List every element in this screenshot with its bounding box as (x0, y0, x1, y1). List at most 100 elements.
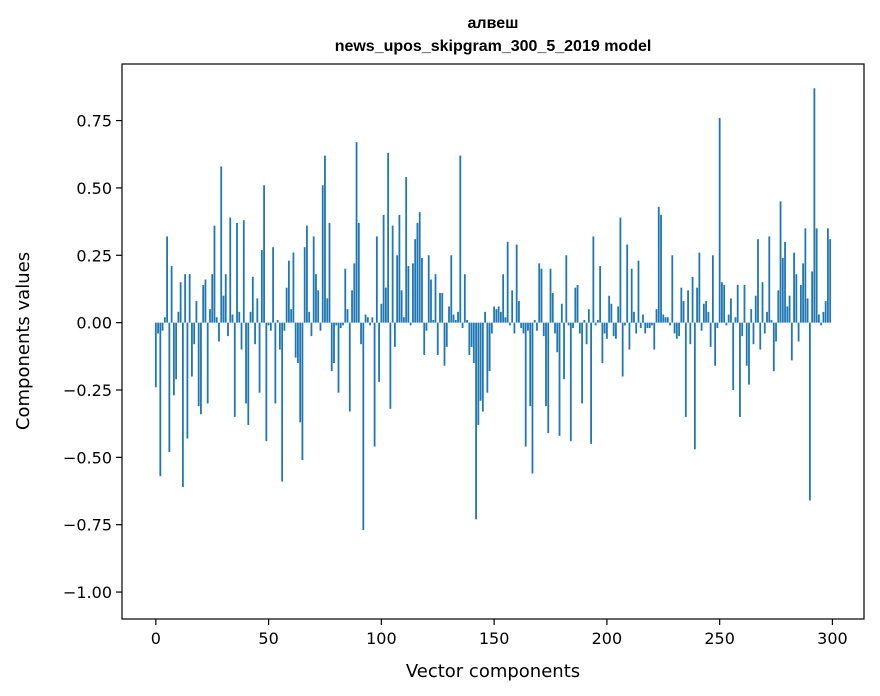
bar-253 (725, 322, 728, 326)
bar-294 (817, 314, 820, 323)
bar-170 (538, 263, 541, 323)
bar-240 (696, 287, 698, 323)
bar-272 (768, 236, 771, 323)
bar-235 (684, 322, 687, 417)
bar-234 (682, 301, 685, 323)
bar-206 (619, 217, 622, 323)
y-tick-label-5: 0.25 (76, 246, 112, 265)
bar-75 (324, 155, 326, 323)
bar-45 (256, 298, 259, 323)
bar-198 (601, 322, 604, 364)
x-axis-label: Vector components (406, 661, 580, 682)
bar-229 (671, 255, 674, 323)
bar-184 (569, 322, 572, 442)
bar-299 (829, 239, 832, 323)
bar-114 (412, 263, 414, 323)
bar-54 (276, 319, 279, 323)
bar-191 (585, 322, 588, 345)
bar-209 (626, 244, 629, 323)
bar-12 (181, 322, 184, 487)
y-tick-label-7: 0.75 (76, 112, 112, 131)
bar-112 (407, 266, 410, 323)
bar-207 (621, 322, 624, 377)
bar-108 (398, 214, 401, 323)
bar-205 (617, 306, 620, 323)
y-tick-label-2: −0.50 (63, 448, 112, 467)
bar-146 (484, 311, 486, 323)
bar-173 (545, 322, 547, 407)
bar-194 (592, 236, 595, 323)
bar-28 (218, 322, 220, 342)
bar-298 (827, 228, 829, 323)
bar-218 (646, 322, 649, 329)
bar-140 (470, 322, 473, 347)
bar-9 (175, 322, 178, 380)
bar-131 (450, 255, 453, 323)
bar-17 (193, 322, 196, 345)
bar-255 (730, 298, 732, 323)
bar-161 (518, 301, 520, 323)
bar-258 (736, 284, 739, 323)
bar-123 (432, 319, 435, 323)
bar-283 (793, 252, 795, 323)
bar-27 (215, 317, 218, 323)
bar-237 (689, 322, 692, 345)
bar-18 (195, 301, 198, 323)
bar-188 (578, 322, 581, 334)
bar-190 (583, 319, 586, 323)
bar-71 (315, 274, 317, 323)
bar-156 (506, 241, 509, 323)
bar-200 (605, 322, 608, 339)
bar-4 (163, 317, 166, 323)
bar-163 (522, 322, 525, 334)
bar-52 (272, 247, 274, 323)
bar-254 (727, 314, 730, 323)
bar-37 (238, 311, 241, 323)
bar-80 (335, 322, 338, 326)
bar-159 (513, 322, 516, 334)
bar-68 (308, 311, 311, 323)
bar-273 (770, 319, 773, 323)
bar-116 (416, 222, 419, 323)
bar-171 (540, 268, 543, 323)
bar-101 (382, 214, 385, 323)
bar-260 (741, 322, 744, 337)
bar-69 (310, 322, 313, 337)
bar-175 (549, 268, 552, 323)
bar-186 (574, 287, 577, 323)
bar-150 (493, 306, 496, 323)
bar-222 (655, 309, 658, 323)
bar-296 (822, 311, 825, 323)
bar-107 (396, 255, 399, 323)
bar-203 (612, 322, 615, 337)
bar-241 (698, 252, 701, 323)
bar-265 (752, 322, 755, 345)
bar-251 (721, 282, 723, 323)
bar-109 (400, 290, 403, 323)
bar-164 (524, 322, 527, 447)
x-tick-label-300: 300 (817, 629, 848, 648)
bar-144 (479, 322, 482, 401)
bar-13 (184, 274, 187, 323)
bar-245 (707, 311, 710, 323)
bar-24 (209, 309, 211, 323)
bar-177 (554, 322, 556, 334)
bar-281 (788, 295, 791, 323)
bar-111 (405, 177, 408, 323)
bar-87 (351, 290, 353, 323)
bar-125 (436, 322, 439, 355)
bar-118 (421, 257, 423, 323)
bar-51 (269, 322, 272, 331)
bar-212 (633, 311, 635, 323)
bar-36 (236, 222, 238, 323)
bar-53 (274, 322, 277, 404)
bar-157 (509, 322, 511, 326)
bar-274 (772, 322, 775, 372)
bar-127 (441, 293, 444, 323)
bar-221 (653, 322, 656, 350)
bar-43 (251, 276, 254, 323)
bar-10 (177, 311, 180, 323)
bar-50 (267, 322, 270, 326)
bar-15 (188, 274, 191, 323)
